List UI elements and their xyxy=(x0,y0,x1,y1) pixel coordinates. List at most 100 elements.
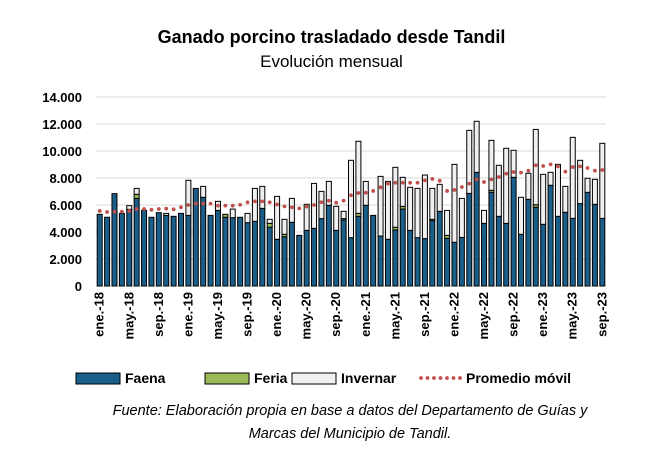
moving-average-point xyxy=(371,189,376,193)
moving-average-point xyxy=(297,206,302,211)
bar-faena xyxy=(414,237,421,287)
bar-invernar xyxy=(407,186,414,231)
moving-average-point xyxy=(452,188,457,192)
y-tick-label: 0 xyxy=(75,279,82,294)
bar-invernar xyxy=(599,142,606,219)
moving-average-point xyxy=(504,171,509,176)
bar-invernar xyxy=(525,172,532,200)
bar-invernar xyxy=(274,195,281,240)
bar-faena xyxy=(311,227,318,287)
y-tick-label: 14.000 xyxy=(42,90,82,105)
x-tick-label: sep.-23 xyxy=(594,292,609,337)
x-tick-label: sep.-20 xyxy=(328,292,343,337)
bar-faena xyxy=(96,213,103,287)
bar-invernar xyxy=(577,159,584,205)
legend-swatch-moving-average xyxy=(451,376,456,380)
moving-average-point xyxy=(415,180,420,185)
x-tick-label: sep.-22 xyxy=(506,292,521,337)
bar-invernar xyxy=(510,149,517,178)
bar-faena xyxy=(554,215,561,287)
bar-faena xyxy=(155,212,162,287)
moving-average-point xyxy=(474,177,479,182)
bar-invernar xyxy=(244,212,251,224)
bar-faena xyxy=(436,210,443,287)
bar-invernar xyxy=(540,173,547,225)
moving-average-point xyxy=(179,205,183,210)
x-tick-label: sep.-21 xyxy=(417,292,432,337)
bar-faena xyxy=(133,197,140,287)
moving-average-point xyxy=(386,181,390,186)
moving-average-point xyxy=(149,207,154,212)
bar-invernar xyxy=(185,179,192,216)
legend-label: Promedio móvil xyxy=(466,370,571,386)
bar-faena xyxy=(237,216,244,287)
moving-average-point xyxy=(430,177,435,181)
moving-average-point xyxy=(238,202,243,207)
moving-average-point xyxy=(134,207,139,211)
bar-invernar xyxy=(421,174,428,240)
moving-average-point xyxy=(193,201,198,206)
bar-invernar xyxy=(259,185,266,209)
moving-average-point xyxy=(349,193,353,198)
bar-invernar xyxy=(133,187,140,195)
bar-invernar xyxy=(340,210,347,220)
bar-invernar xyxy=(333,205,340,231)
x-tick-label: sep.-18 xyxy=(151,292,166,337)
chart-plot: 0 2.000 4.000 6.000 8.000 10.000 12.000 14.000 e… xyxy=(42,90,609,386)
x-tick-label: ene.-22 xyxy=(446,292,461,337)
moving-average-point xyxy=(341,198,346,203)
moving-average-point xyxy=(437,178,442,183)
moving-average-point xyxy=(467,181,472,186)
moving-average-point xyxy=(230,203,235,208)
moving-average-point xyxy=(97,209,102,213)
bar-invernar xyxy=(591,178,598,205)
bar-faena xyxy=(392,229,399,287)
bar-faena xyxy=(126,208,133,287)
bar-faena xyxy=(318,218,325,287)
moving-average-point xyxy=(533,163,538,168)
moving-average-point xyxy=(578,164,583,169)
bar-faena xyxy=(407,229,414,287)
x-tick-label: may.-20 xyxy=(299,292,314,339)
moving-average-point xyxy=(548,162,553,167)
bar-invernar xyxy=(562,185,569,213)
bar-invernar xyxy=(451,163,458,243)
moving-average-point xyxy=(570,165,575,169)
bar-faena xyxy=(591,203,598,287)
legend-swatch-moving-average xyxy=(419,376,423,380)
bar-invernar xyxy=(200,185,207,198)
bar-faena xyxy=(141,209,148,287)
x-tick-label: may.-18 xyxy=(121,292,136,339)
bar-faena xyxy=(118,212,125,287)
bar-faena xyxy=(333,229,340,287)
bar-invernar xyxy=(318,190,325,220)
moving-average-point xyxy=(563,169,568,174)
moving-average-point xyxy=(356,191,361,195)
moving-average-point xyxy=(526,168,531,173)
bar-faena xyxy=(259,207,266,287)
bar-faena xyxy=(473,171,480,287)
x-tick-label: ene.-21 xyxy=(358,292,373,337)
bar-invernar xyxy=(355,140,362,214)
moving-average-point xyxy=(378,185,383,190)
legend-swatch-invernar xyxy=(291,372,337,385)
bar-faena xyxy=(547,184,554,287)
bar-faena xyxy=(444,237,451,287)
x-tick-label: may.-21 xyxy=(387,292,402,339)
bar-faena xyxy=(421,238,428,287)
moving-average-point xyxy=(208,201,213,206)
bar-invernar xyxy=(303,203,310,231)
moving-average-point xyxy=(186,203,191,207)
bar-invernar xyxy=(325,180,332,206)
moving-average-point xyxy=(245,200,250,205)
bar-faena xyxy=(229,217,236,287)
bar-faena xyxy=(214,209,221,287)
moving-average-point xyxy=(326,198,331,203)
bar-faena xyxy=(251,220,258,287)
moving-average-point xyxy=(164,206,169,211)
x-tick-label: may.-19 xyxy=(210,292,225,339)
moving-average-point xyxy=(459,185,464,189)
x-tick-label: ene.-18 xyxy=(92,292,107,337)
bar-faena xyxy=(200,196,207,287)
